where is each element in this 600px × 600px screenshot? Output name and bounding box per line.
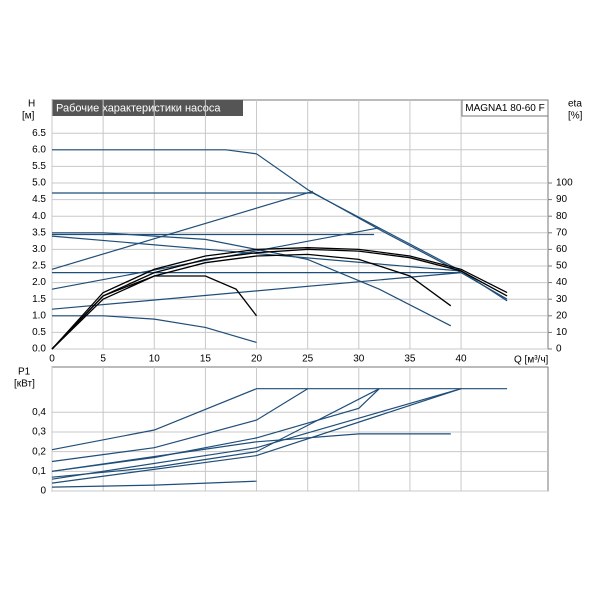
curve [51,275,258,350]
y-tick-label: 2.5 [32,261,46,272]
y-label: H [28,99,35,110]
chart-title: Рабочие характеристики насоса [56,102,221,114]
y-tick-label: 0,3 [32,427,46,438]
x-tick-label: 30 [353,354,365,365]
curve [51,433,451,472]
curve [51,388,462,484]
y2-tick-label: 90 [556,194,568,205]
curve [52,192,508,302]
y2-tick-label: 80 [556,211,568,222]
x-tick-label: 20 [251,354,263,365]
upper-frame [51,99,549,350]
y2-tick-label: 60 [556,244,568,255]
y-tick-label: 0 [40,486,46,497]
title-box [52,100,243,116]
curve [51,190,313,270]
y2-tick-label: 50 [556,261,568,272]
y-tick-label: 4.0 [32,211,46,222]
curve [51,388,309,463]
y-tick-label: 1.0 [32,310,46,321]
x-tick-label: 15 [200,354,212,365]
y2-tick-label: 70 [556,227,568,238]
y-tick-label: 4.5 [32,194,46,205]
y2-tick-label: 0 [556,344,562,355]
curve [51,480,257,488]
y-tick-label: 0,2 [32,446,46,457]
y-tick-label: 0,4 [32,407,46,418]
x-label: Q [м³/ч] [514,355,549,366]
y-tick-label: 6.0 [32,144,46,155]
y2-label: eta [568,99,582,110]
x-tick-label: 40 [456,354,468,365]
x-tick-label: 35 [404,354,416,365]
y-unit: [кВт] [14,379,35,390]
x-tick-label: 5 [100,354,106,365]
y2-tick-label: 30 [556,294,568,305]
y2-tick-label: 10 [556,327,568,338]
y2-tick-label: 20 [556,310,568,321]
y2-unit: [%] [568,111,583,122]
y-tick-label: 3.0 [32,244,46,255]
curve [51,235,462,272]
curve [51,247,508,350]
y-tick-label: 1.5 [32,294,46,305]
x-tick-label: 0 [49,354,55,365]
y-tick-label: 0,1 [32,466,46,477]
curve [51,388,462,480]
curve [51,253,452,350]
curve [51,388,380,472]
y-tick-label: 5.5 [32,161,46,172]
model-box [461,99,549,117]
curve [51,272,462,310]
y2-tick-label: 40 [556,277,568,288]
x-tick-label: 25 [302,354,314,365]
y-tick-label: 2.0 [32,277,46,288]
model-label: MAGNA1 80-60 F [465,103,544,114]
x-tick-label: 10 [149,354,161,365]
y-tick-label: 5.0 [32,178,46,189]
y-tick-label: 0.5 [32,327,46,338]
y-tick-label: 6.5 [32,128,46,139]
y2-tick-label: 100 [556,178,573,189]
curve [51,388,380,478]
y-label: P1 [18,367,31,378]
y-tick-label: 3.5 [32,227,46,238]
curve [51,388,508,451]
curve [51,248,508,350]
y-tick-label: 0.0 [32,344,46,355]
y-unit: [м] [22,111,35,122]
